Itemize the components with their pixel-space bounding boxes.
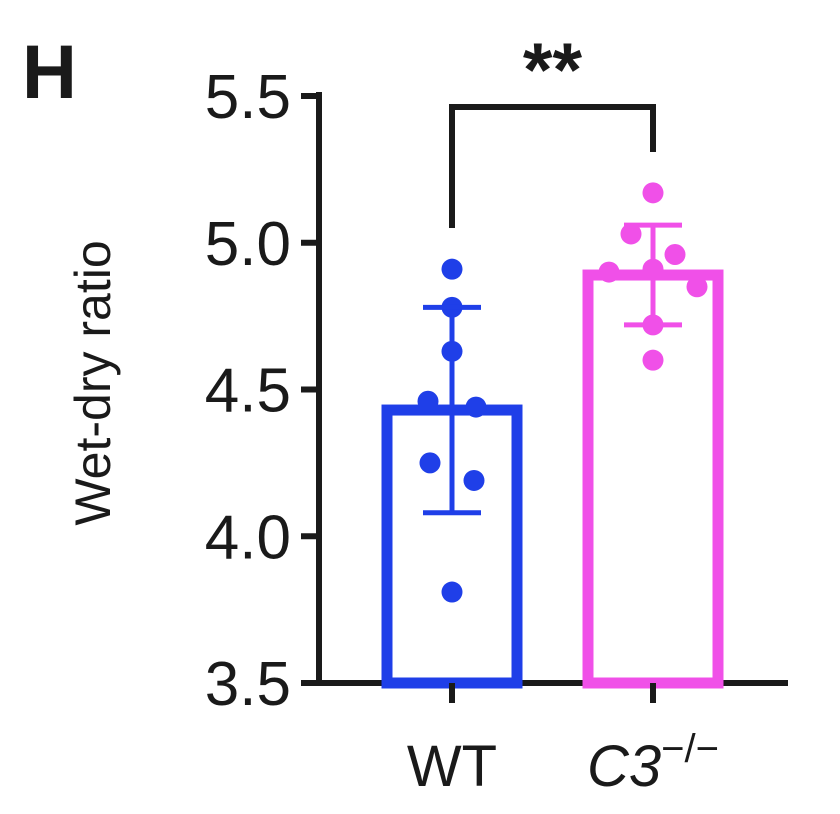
data-point: [642, 349, 664, 371]
y-tick-label: 4.5: [205, 357, 291, 426]
significance-stars: **: [523, 28, 583, 113]
data-point: [419, 452, 441, 474]
y-tick-label: 5.5: [205, 63, 291, 132]
data-point: [441, 581, 463, 603]
y-tick-label: 5.0: [205, 210, 291, 279]
category-name: WT: [407, 734, 497, 799]
x-tick-label: C3−/−: [587, 727, 719, 799]
significance-bracket: **: [449, 28, 656, 228]
panel-label: H: [22, 30, 77, 115]
y-tick-label: 4.0: [205, 503, 291, 572]
data-point: [417, 390, 439, 412]
data-point: [664, 243, 686, 265]
data-point: [598, 261, 620, 283]
data-point: [463, 469, 485, 491]
data-point: [465, 396, 487, 418]
y-tick-label: 3.5: [205, 650, 291, 719]
bracket-line: [449, 104, 656, 228]
data-point: [620, 223, 642, 245]
data-point: [686, 276, 708, 298]
y-axis-ticks: 3.5 4.0 4.5 5.0 5.5: [205, 63, 319, 719]
bar-1: [582, 269, 724, 689]
category-superscript: −/−: [661, 727, 719, 771]
category-gene: C3: [587, 734, 661, 799]
data-point: [441, 258, 463, 280]
x-axis-labels: WT C3−/−: [407, 727, 719, 799]
y-axis-label: Wet-dry ratio: [65, 240, 121, 525]
bars-group: [381, 182, 724, 703]
x-tick-label: WT: [407, 734, 497, 799]
data-point: [642, 182, 664, 204]
